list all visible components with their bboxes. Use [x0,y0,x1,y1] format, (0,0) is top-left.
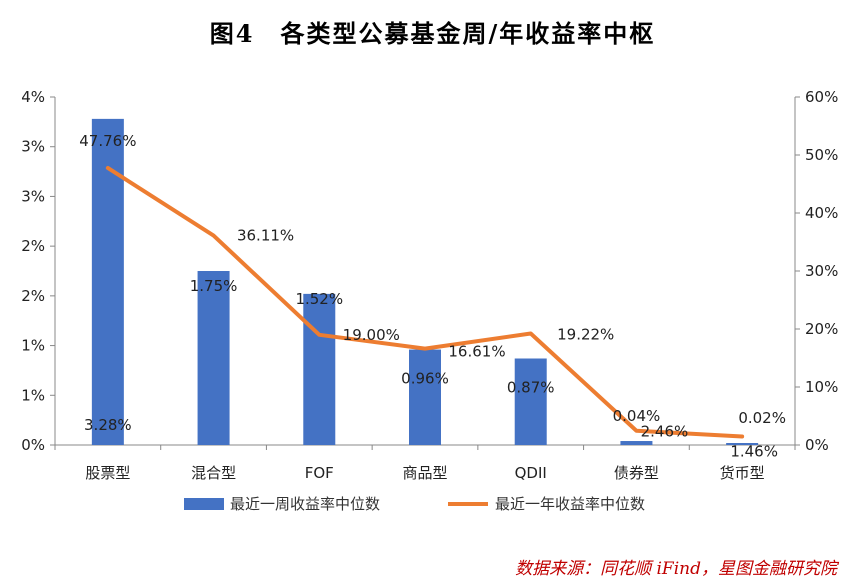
line-series [105,165,745,439]
bar-data-label: 0.04% [613,407,661,425]
axes: 0% 1% 1% 2% 2% 3% 3% 4% 0% 10% 20% 30% 40% 50% 60% 股票型 混… [21,88,838,482]
bar [303,293,336,445]
bar-series [91,118,759,446]
y-right-tick-label: 10% [805,378,838,396]
bar [197,271,230,445]
bar-data-label: 0.96% [401,370,449,388]
y-left-tick-label: 3% [21,187,45,205]
bar [514,358,547,445]
x-tick-label: 货币型 [720,464,765,482]
line-data-label: 2.46% [641,423,689,441]
legend: 最近一周收益率中位数 最近一年收益率中位数 [184,495,645,513]
chart-title: 图4 各类型公募基金周/年收益率中枢 [209,19,656,48]
legend-bar-label: 最近一周收益率中位数 [230,495,380,513]
data-source-note: 数据来源：同花顺 iFind，星图金融研究院 [515,559,837,579]
y-right-tick-label: 40% [805,204,838,222]
x-tick-label: QDII [515,464,547,482]
x-tick-label: 混合型 [191,464,236,482]
legend-line-label: 最近一年收益率中位数 [495,495,645,513]
y-left-tick-label: 0% [21,436,45,454]
line-data-label: 16.61% [448,343,505,361]
y-right-tick-label: 60% [805,88,838,106]
y-right-tick-label: 0% [805,436,829,454]
line-data-label: 47.76% [79,132,136,150]
y-left-tick-label: 2% [21,237,45,255]
line-data-label: 19.00% [343,326,400,344]
y-left-tick-label: 4% [21,88,45,106]
y-left-tick-label: 2% [21,287,45,305]
y-right-tick-label: 50% [805,146,838,164]
bar-data-label: 1.75% [190,277,238,295]
bar-data-label: 3.28% [84,416,132,434]
x-tick-label: 股票型 [85,464,130,482]
bar-data-label: 0.02% [738,409,786,427]
bar-data-label: 0.87% [507,378,555,396]
bar-data-label: 1.52% [295,290,343,308]
y-left-tick-label: 1% [21,386,45,404]
line-data-label: 19.22% [557,326,614,344]
series-line [105,165,745,439]
x-tick-label: 债券型 [614,464,659,482]
y-left-tick-label: 3% [21,138,45,156]
line-data-label: 36.11% [237,227,294,245]
x-tick-label: 商品型 [402,464,447,482]
y-left-tick-label: 1% [21,337,45,355]
data-labels: 3.28% 1.75% 1.52% 0.96% 0.87% 0.04% 0.02% 47.76… [79,132,786,461]
line-data-label: 1.46% [730,443,778,461]
bar [409,349,441,445]
y-right-tick-label: 20% [805,320,838,338]
bar [620,441,653,445]
legend-bar-swatch [184,498,224,510]
y-right-tick-label: 30% [805,262,838,280]
x-tick-label: FOF [305,464,334,482]
bar [726,443,759,445]
